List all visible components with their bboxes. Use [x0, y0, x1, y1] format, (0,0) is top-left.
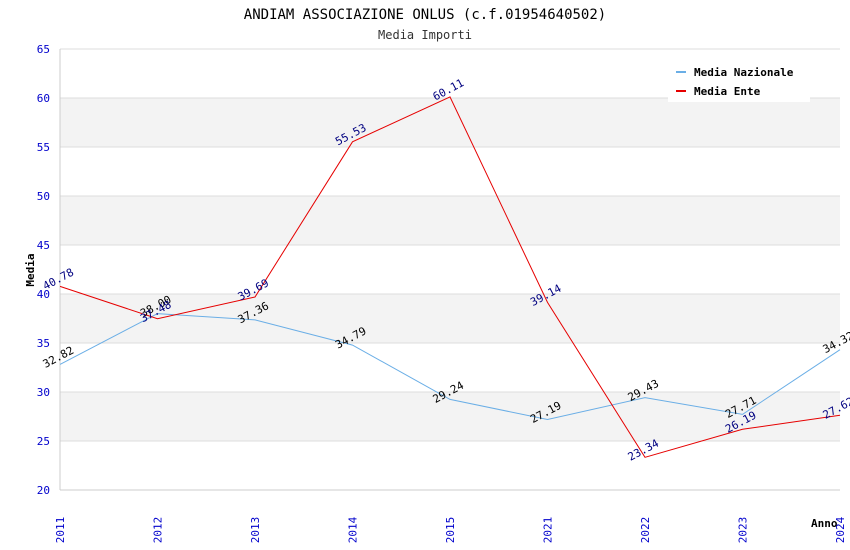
x-tick-label: 2012: [152, 517, 165, 544]
plot-band: [60, 98, 840, 147]
x-tick-label: 2024: [834, 516, 847, 543]
plot-bands: [60, 98, 840, 441]
y-tick-label: 30: [37, 386, 50, 399]
x-tick-label: 2013: [249, 517, 262, 544]
series-line-media-nazionale: [59, 313, 841, 421]
axes: [59, 49, 840, 491]
x-axis-label: Anno: [811, 517, 838, 530]
y-tick-label: 20: [37, 484, 50, 497]
x-tick-label: 2023: [737, 517, 750, 544]
x-tick-label: 2014: [347, 516, 360, 543]
plot-band: [60, 294, 840, 343]
x-tick-labels: 2011 2012 2013 2014 2015 2021 2022 2023 2024: [54, 516, 847, 543]
y-tick-label: 60: [37, 92, 50, 105]
y-tick-label: 25: [37, 435, 50, 448]
y-tick-label: 55: [37, 141, 50, 154]
legend-box: [668, 58, 810, 102]
x-tick-label: 2015: [444, 517, 457, 544]
plot-band: [60, 392, 840, 441]
y-tick-label: 50: [37, 190, 50, 203]
y-tick-label: 40: [37, 288, 50, 301]
x-tick-label: 2011: [54, 517, 67, 544]
legend: Media Nazionale Media Ente: [668, 58, 810, 102]
series-lines: [59, 96, 841, 458]
plot-band: [60, 196, 840, 245]
x-tick-label: 2021: [542, 517, 555, 544]
chart-title: ANDIAM ASSOCIAZIONE ONLUS (c.f.019546405…: [244, 7, 606, 23]
y-axis-label: Media: [24, 253, 37, 286]
y-tick-label: 35: [37, 337, 50, 350]
y-tick-label: 65: [37, 43, 50, 56]
series-line-media-ente: [59, 96, 841, 458]
legend-label: Media Nazionale: [694, 66, 794, 79]
y-tick-label: 45: [37, 239, 50, 252]
chart-subtitle: Media Importi: [378, 28, 472, 42]
gridlines: [60, 48, 840, 491]
x-tick-label: 2022: [639, 517, 652, 544]
y-tick-labels: 20 25 30 35 40 45 50 55 60 65: [37, 43, 50, 497]
legend-label: Media Ente: [694, 85, 761, 98]
